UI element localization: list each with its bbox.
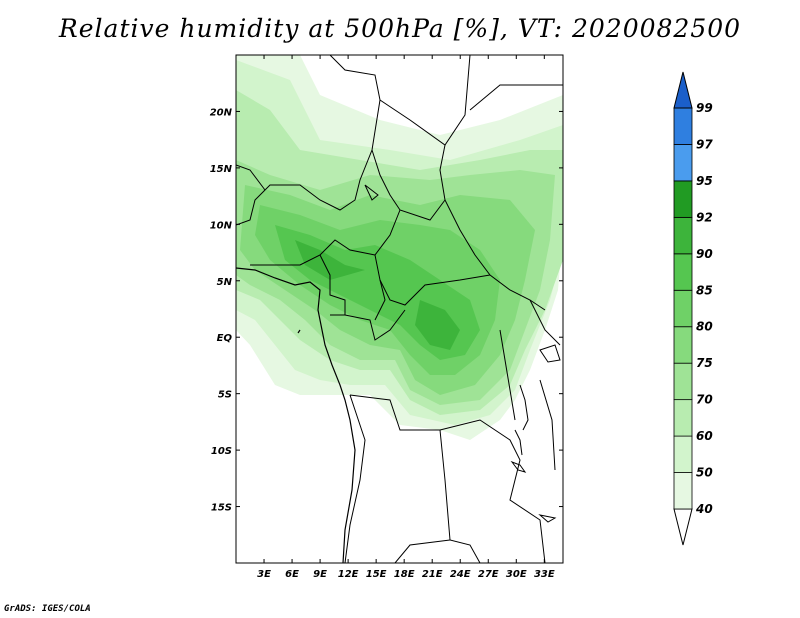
colorbar-label: 50 [696, 466, 713, 480]
lon-tick-label: 3E [257, 569, 271, 580]
colorbar-label: 40 [695, 502, 713, 516]
colorbar-box [673, 362, 693, 401]
lon-tick-label: 6E [285, 569, 299, 580]
colorbar-label: 80 [696, 320, 713, 334]
lat-axis: 20N 15N 10N 5N EQ 5S 10S 15S [210, 107, 563, 514]
colorbar-label: 85 [696, 283, 713, 297]
country-borders [236, 55, 563, 563]
colorbar-box [673, 399, 693, 437]
lon-tick-label: 33E [534, 569, 555, 580]
colorbar-box [673, 144, 693, 182]
lon-axis: 3E 6E 9E 12E 15E 18E 21E 24E 27E 30E 33E [257, 55, 555, 580]
lakes [364, 184, 561, 523]
colorbar-box [673, 253, 693, 291]
colorbar-box [673, 180, 693, 218]
lat-tick-label: 5N [217, 277, 233, 288]
lat-tick-label: 10S [211, 446, 232, 457]
lat-tick-label: EQ [217, 333, 233, 344]
colorbar-box [673, 326, 693, 364]
coastline [236, 267, 356, 563]
colorbar-upper-arrow [673, 71, 693, 109]
lon-tick-label: 24E [450, 569, 471, 580]
lat-tick-label: 15S [211, 503, 232, 514]
colorbar-box [673, 107, 693, 145]
colorbar-label: 90 [696, 247, 713, 261]
colorbar-label: 60 [696, 429, 713, 443]
lon-tick-label: 12E [338, 569, 359, 580]
lat-tick-label: 5S [218, 390, 232, 401]
colorbar-box [673, 216, 693, 255]
colorbar-label: 92 [696, 210, 713, 224]
colorbar-label: 95 [696, 174, 713, 188]
lat-tick-label: 15N [210, 164, 233, 175]
lon-tick-label: 21E [422, 569, 443, 580]
colorbar-box [673, 289, 693, 328]
lon-tick-label: 27E [478, 569, 499, 580]
colorbar-box [673, 435, 693, 473]
lat-tick-label: 10N [210, 220, 233, 231]
colorbar: 40 50 60 70 75 80 85 90 92 95 97 99 [673, 71, 713, 546]
colorbar-label: 97 [696, 137, 713, 151]
lon-tick-label: 15E [366, 569, 387, 580]
grads-credit: GrADS: IGES/COLA [4, 604, 91, 614]
lon-tick-label: 18E [394, 569, 415, 580]
colorbar-box [673, 472, 693, 510]
rh-90-region [295, 240, 460, 350]
lon-tick-label: 9E [313, 569, 327, 580]
map-frame [235, 54, 564, 564]
colorbar-lower-arrow [673, 508, 693, 546]
colorbar-label: 70 [696, 393, 713, 407]
map-title: Relative humidity at 500hPa [%], VT: 202… [58, 14, 742, 43]
humidity-field [236, 55, 563, 440]
colorbar-label: 99 [696, 101, 713, 115]
lat-tick-label: 20N [210, 107, 233, 118]
lon-tick-label: 30E [506, 569, 527, 580]
colorbar-label: 75 [696, 356, 713, 370]
